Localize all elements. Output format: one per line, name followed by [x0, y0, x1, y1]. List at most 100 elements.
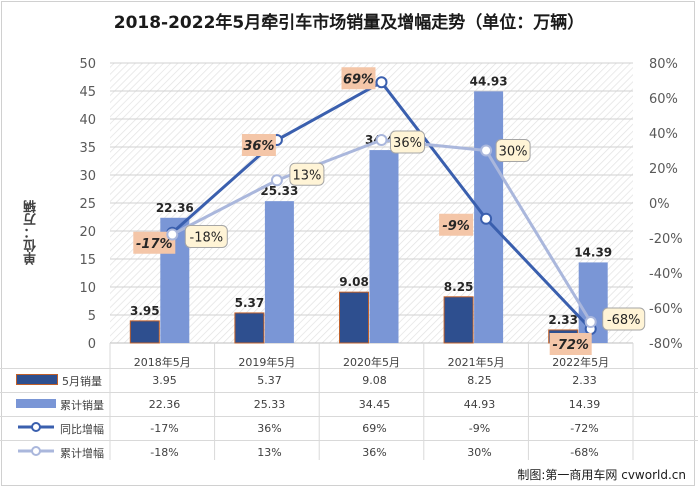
y-tick-label: 30 — [79, 169, 96, 184]
x-tick-label: 2018年5月 — [134, 355, 191, 369]
y-right-tick-label: -40% — [649, 267, 683, 282]
line-label-box — [549, 333, 592, 355]
table-row: 累计增幅 -18% 13% 36% 30% -68% — [0, 440, 698, 464]
y-right-tick-label: -20% — [649, 232, 683, 247]
line-label-box — [184, 225, 228, 248]
bar-data-label: 14.39 — [574, 245, 612, 259]
bar-data-label: 22.36 — [156, 201, 194, 215]
chart-title: 2018-2022年5月牵引车市场销量及增幅走势（单位：万辆） — [113, 13, 585, 33]
legend-swatch-icon — [16, 445, 56, 460]
line-data-label: -68% — [607, 313, 641, 328]
line-point — [480, 144, 493, 157]
legend-label: 同比增幅 — [60, 422, 104, 436]
bar-data-label: 44.93 — [470, 74, 508, 88]
bar-data-label: 5.37 — [235, 296, 265, 310]
y-tick-label: 25 — [79, 197, 96, 212]
bar-data-label: 2.33 — [548, 313, 578, 327]
bar-monthly — [234, 312, 265, 344]
table-cell: 44.93 — [427, 392, 532, 417]
line-data-label: -72% — [552, 338, 589, 353]
legend-cell: 累计销量 — [0, 392, 112, 417]
y-right-tick-label: -60% — [649, 302, 683, 317]
table-cell: 34.45 — [322, 392, 427, 417]
table-cell: 13% — [217, 440, 322, 464]
y-tick-label: 20 — [79, 225, 96, 240]
x-tick-label: 2019年5月 — [238, 355, 295, 369]
table-cell: 30% — [427, 440, 532, 464]
y-tick-label: 5 — [88, 309, 96, 324]
line-label-box — [390, 130, 425, 154]
line-label-box — [133, 231, 176, 254]
y-right-tick-label: 60% — [649, 92, 678, 107]
table-cell: 36% — [217, 416, 322, 441]
bar-monthly — [129, 320, 160, 344]
y-right-tick-label: -80% — [649, 337, 683, 352]
source-credit: 制图:第一商用车网 cvworld.cn — [517, 468, 686, 482]
line-point — [270, 174, 283, 187]
line-data-label: 36% — [393, 136, 422, 151]
bar-monthly — [339, 291, 369, 344]
line-point — [166, 228, 179, 241]
line-point — [375, 76, 388, 89]
table-cell: 2.33 — [532, 368, 637, 393]
line-data-label: 13% — [292, 168, 321, 183]
legend-label: 5月销量 — [62, 374, 102, 388]
table-cell: 8.25 — [427, 368, 532, 393]
legend-swatch-icon — [16, 421, 56, 436]
legend-cell: 5月销量 — [0, 368, 112, 393]
table-cell: 22.36 — [112, 392, 217, 417]
y-tick-label: 35 — [79, 141, 96, 156]
y-right-tick-label: 0% — [649, 197, 670, 212]
y-tick-label: 45 — [79, 85, 96, 100]
line-label-box — [289, 162, 325, 186]
x-tick-label: 2020年5月 — [343, 355, 400, 369]
line-label-box — [341, 67, 376, 90]
table-cell: 9.08 — [322, 368, 427, 393]
table-cell: -72% — [532, 416, 637, 441]
data-table: 5月销量 3.95 5.37 9.08 8.25 2.33 累计销量 22.36 25.33 34… — [0, 368, 698, 464]
table-cell: 14.39 — [532, 392, 637, 417]
table-cell: -18% — [112, 440, 217, 464]
legend-cell: 同比增幅 — [0, 416, 112, 441]
y-right-tick-label: 80% — [649, 57, 678, 72]
line-data-label: -9% — [442, 219, 469, 234]
table-row: 累计销量 22.36 25.33 34.45 44.93 14.39 — [0, 392, 698, 417]
line-label-box — [439, 213, 474, 236]
bar-data-label: 25.33 — [260, 184, 298, 198]
bar-data-label: 9.08 — [339, 275, 369, 289]
line-data-label: 36% — [243, 139, 274, 154]
table-cell: -9% — [427, 416, 532, 441]
line-label-box — [495, 139, 531, 162]
bar-monthly — [443, 296, 474, 344]
bar-data-label: 3.95 — [130, 304, 160, 318]
y-right-tick-label: 20% — [649, 162, 678, 177]
legend-label: 累计销量 — [60, 398, 104, 412]
y-tick-label: 50 — [79, 57, 96, 72]
table-cell: 5.37 — [217, 368, 322, 393]
line-label-box — [602, 307, 646, 331]
bar-data-label: 8.25 — [444, 280, 474, 294]
bar-cumulative — [264, 201, 294, 343]
table-spacer — [637, 416, 698, 441]
line-data-label: 69% — [343, 72, 374, 87]
line-data-label: -17% — [136, 237, 173, 252]
line-data-label: 30% — [499, 145, 528, 160]
table-spacer — [637, 440, 698, 464]
x-tick-label: 2021年5月 — [448, 355, 505, 369]
table-row: 5月销量 3.95 5.37 9.08 8.25 2.33 — [0, 368, 698, 393]
legend-swatch-icon — [16, 398, 56, 411]
y-tick-label: 15 — [79, 253, 96, 268]
table-cell: 25.33 — [217, 392, 322, 417]
y-tick-label: 40 — [79, 113, 96, 128]
y-right-tick-label: 40% — [649, 127, 678, 142]
line-point — [375, 134, 388, 146]
legend-swatch-icon — [16, 373, 58, 388]
line-point — [584, 316, 597, 328]
table-cell: -68% — [532, 440, 637, 464]
legend-cell: 累计增幅 — [0, 440, 112, 464]
line-label-box — [241, 134, 276, 156]
line-point — [480, 212, 493, 225]
bar-cumulative — [369, 150, 399, 343]
table-spacer — [637, 368, 698, 393]
